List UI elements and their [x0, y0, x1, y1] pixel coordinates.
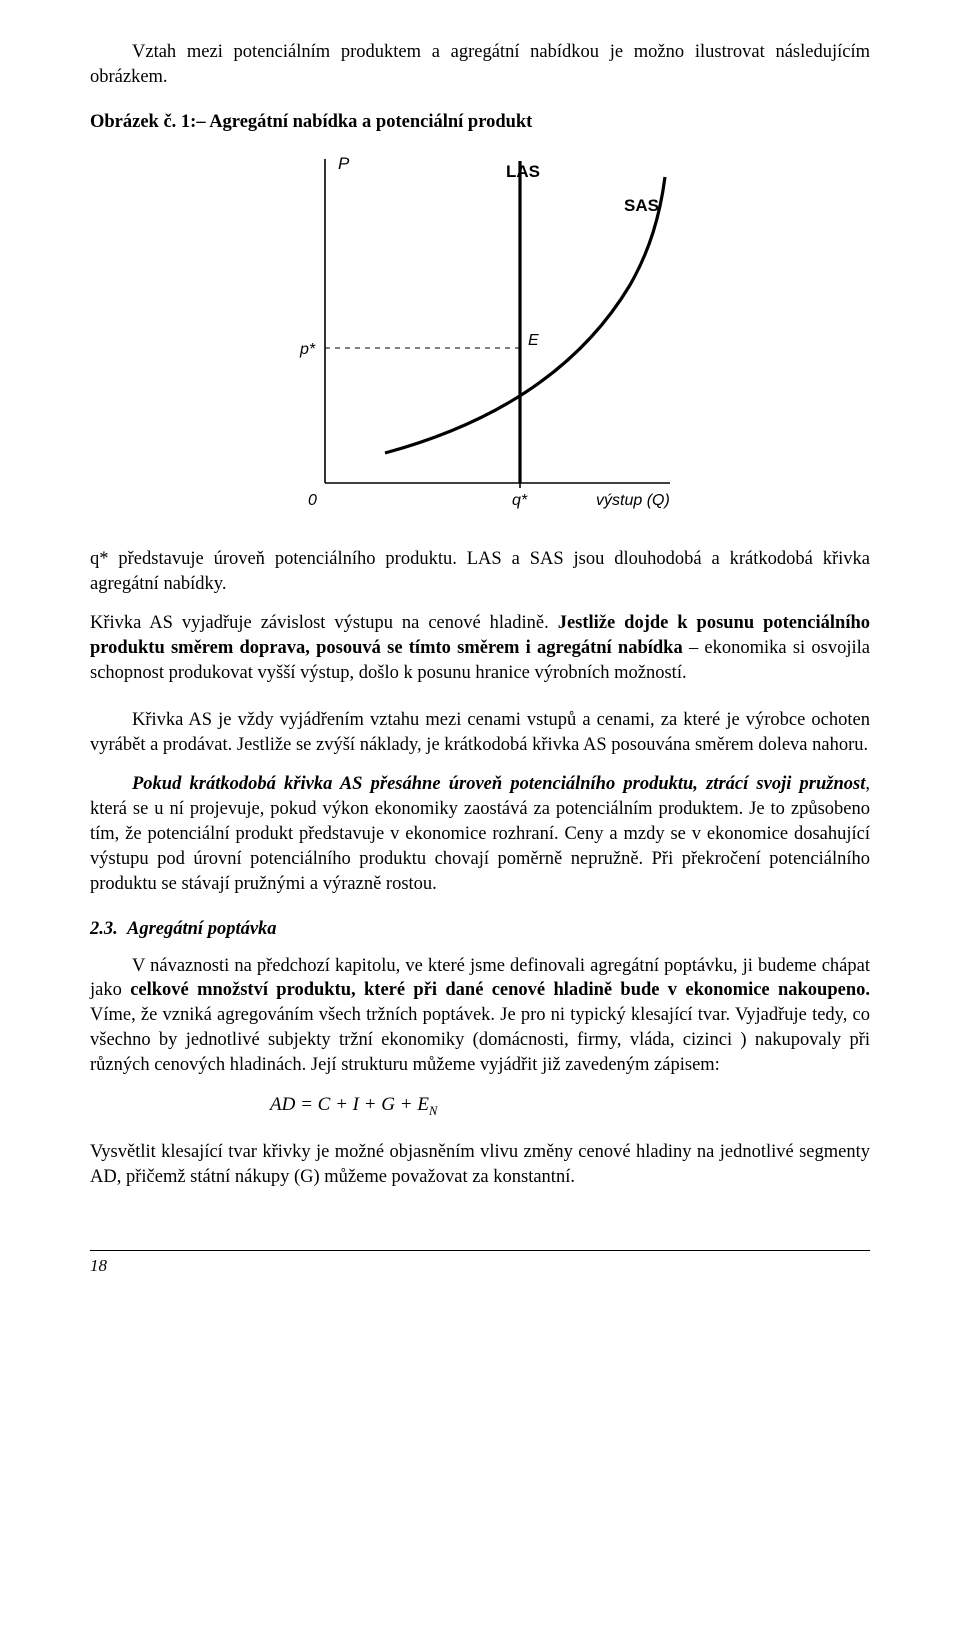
formula-subscript: N [429, 1104, 437, 1118]
y-axis-label: P [338, 154, 350, 173]
bold-italic-span: Pokud krátkodobá křivka AS přesáhne úrov… [132, 774, 865, 794]
section-paragraph-2: Vysvětlit klesající tvar křivky je možné… [90, 1140, 870, 1190]
e-label: E [528, 332, 539, 349]
as-curve-paragraph-2: Křivka AS je vždy vyjádřením vztahu mezi… [90, 708, 870, 758]
x-axis-label: výstup (Q) [596, 492, 670, 509]
origin-label: 0 [308, 492, 317, 509]
section-heading: 2.3. Agregátní poptávka [90, 917, 870, 942]
figure-caption: Obrázek č. 1:– Agregátní nabídka a poten… [90, 110, 870, 135]
section-title: Agregátní poptávka [127, 919, 277, 939]
section-paragraph-1: V návaznosti na předchozí kapitolu, ve k… [90, 954, 870, 1079]
formula-main: AD = C + I + G + E [270, 1094, 429, 1115]
page-number: 18 [90, 1255, 870, 1278]
bold-span: celkové množství produktu, které při dan… [130, 980, 870, 1000]
section-number: 2.3. [90, 919, 118, 939]
sas-label: SAS [624, 196, 659, 215]
as-curve-paragraph-1: Křivka AS vyjadřuje závislost výstupu na… [90, 611, 870, 686]
qstar-paragraph: q* představuje úroveň potenciálního prod… [90, 547, 870, 597]
aggregate-supply-chart: P LAS SAS E p* 0 q* výstup (Q) [250, 145, 710, 525]
formula: AD = C + I + G + EN [270, 1092, 870, 1120]
las-label: LAS [506, 162, 540, 181]
as-curve-paragraph-3: Pokud krátkodobá křivka AS přesáhne úrov… [90, 772, 870, 897]
sas-curve [385, 177, 665, 453]
text-span: Křivka AS vyjadřuje závislost výstupu na… [90, 613, 558, 633]
footer-rule [90, 1250, 870, 1251]
p-star-label: p* [299, 341, 316, 358]
text-span: Víme, že vzniká agregováním všech tržníc… [90, 1005, 870, 1075]
q-star-label: q* [512, 492, 528, 509]
chart-container: P LAS SAS E p* 0 q* výstup (Q) [90, 145, 870, 525]
intro-paragraph: Vztah mezi potenciálním produktem a agre… [90, 40, 870, 90]
